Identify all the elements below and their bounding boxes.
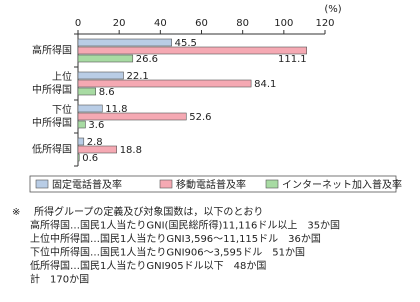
note-line: 低所得国…国民1人当たりGNI905ドル以下 48か国: [30, 259, 266, 272]
data-label: 3.6: [88, 120, 104, 131]
x-tick-label: 20: [113, 18, 126, 29]
data-label: 11.8: [105, 104, 127, 115]
data-label: 18.8: [120, 145, 142, 156]
note-line: 高所得国…国民1人当たりGNI(国民総所得)11,116ドル以上 35か国: [30, 219, 340, 232]
bar: [77, 79, 252, 88]
legend-box: [29, 175, 397, 193]
data-label: 111.1: [278, 54, 307, 65]
x-tick-label: 100: [274, 18, 293, 29]
legend-swatch: [35, 179, 49, 189]
data-label: 84.1: [254, 79, 276, 90]
note-line: 所得グループの定義及び対象国数は，以下のとおり: [34, 205, 263, 218]
legend-label: 移動電話普及率: [176, 178, 246, 191]
note-line: 計 170か国: [30, 273, 89, 286]
y-tick-label: 中所得国: [32, 83, 72, 96]
y-tick-label: 上位: [52, 70, 72, 83]
data-label: 52.6: [189, 112, 211, 123]
y-tick-label: 下位: [52, 103, 72, 116]
x-tick-label: 120: [315, 18, 334, 29]
x-tick-label: 80: [236, 18, 249, 29]
bar: [77, 145, 117, 154]
data-label: 22.1: [126, 71, 148, 82]
bar: [77, 54, 134, 63]
unit-label: (%): [324, 4, 341, 15]
y-tick-label: 低所得国: [32, 143, 72, 156]
x-tick-label: 60: [195, 18, 208, 29]
data-label: 45.5: [175, 38, 197, 49]
note-line: 上位中所得国…国民1人当たりGNI3,596～11,115ドル 36か国: [30, 232, 321, 245]
bar: [77, 87, 97, 96]
data-label: 8.6: [99, 87, 115, 98]
note-line: 下位中所得国…国民1人当たりGNI906～3,595ドル 51か国: [30, 246, 305, 259]
bar: [77, 38, 172, 47]
legend-label: 固定電話普及率: [52, 178, 122, 191]
y-tick-label: 中所得国: [32, 116, 72, 129]
data-label: 2.8: [87, 137, 103, 148]
bar: [77, 120, 86, 129]
bar: [77, 137, 85, 146]
y-tick-label: 高所得国: [32, 44, 72, 57]
note-mark: ※: [12, 207, 20, 218]
bar: [77, 153, 80, 162]
bar: [77, 104, 103, 113]
x-tick-label: 0: [75, 18, 81, 29]
data-label: 0.6: [82, 153, 98, 164]
bar: [77, 112, 187, 121]
legend-swatch: [159, 179, 173, 189]
data-label: 26.6: [136, 54, 158, 65]
legend-label: インターネット加入普及率: [282, 178, 402, 191]
legend-swatch: [265, 179, 279, 189]
bar: [77, 71, 124, 80]
x-tick-label: 40: [154, 18, 167, 29]
bar: [77, 46, 307, 55]
